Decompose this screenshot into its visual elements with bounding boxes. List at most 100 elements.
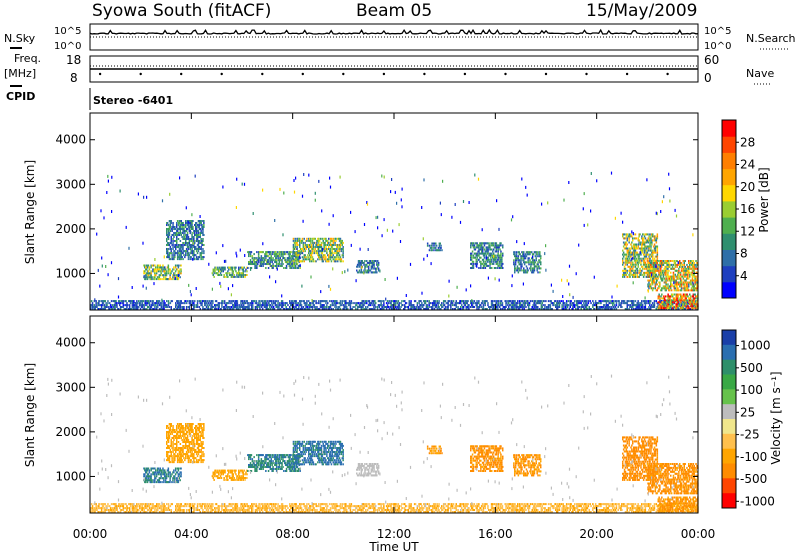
range-time-cell [181, 244, 183, 247]
range-time-cell [181, 306, 183, 309]
range-time-cell [194, 232, 196, 235]
range-time-cell [198, 246, 201, 249]
range-time-cell [508, 300, 510, 303]
range-time-cell [275, 259, 278, 262]
range-time-cell [153, 264, 155, 267]
range-time-cell [575, 304, 578, 307]
range-time-cell [668, 269, 670, 272]
range-time-cell [166, 250, 168, 253]
range-time-cell [332, 304, 334, 307]
range-time-cell [349, 306, 352, 309]
range-time-cell [649, 304, 651, 307]
range-time-cell [571, 302, 573, 305]
range-time-cell [493, 267, 496, 270]
range-time-cell [328, 246, 330, 249]
range-time-cell [655, 308, 657, 311]
range-time-cell [197, 246, 200, 249]
range-time-cell [221, 304, 223, 307]
range-time-cell [150, 274, 152, 277]
range-time-cell [177, 304, 180, 307]
range-time-cell [654, 277, 657, 280]
range-time-cell [447, 300, 449, 303]
range-time-cell [533, 265, 536, 268]
range-time-cell [635, 259, 638, 262]
range-time-cell [169, 248, 172, 251]
range-time-cell [189, 220, 191, 223]
range-time-cell [227, 302, 229, 305]
range-time-cell [141, 306, 144, 309]
range-time-cell [521, 304, 524, 307]
range-time-cell [320, 244, 323, 247]
range-time-cell [377, 300, 380, 303]
range-time-cell [677, 287, 679, 290]
range-time-cell [266, 251, 268, 254]
range-time-cell [470, 302, 473, 305]
range-time-cell [421, 304, 423, 307]
range-time-cell [163, 300, 165, 303]
range-time-cell [676, 277, 678, 280]
range-time-cell [477, 254, 479, 257]
range-time-cell [200, 248, 202, 251]
range-time-cell [193, 246, 195, 249]
range-time-cell [232, 272, 234, 275]
range-time-cell [531, 306, 533, 309]
range-time-cell [500, 250, 502, 253]
range-time-cell [679, 263, 681, 266]
range-time-cell [183, 306, 185, 309]
range-time-cell [383, 300, 385, 303]
range-time-cell [481, 262, 484, 265]
range-time-cell [300, 250, 303, 253]
range-time-cell [259, 300, 261, 303]
range-time-cell [167, 270, 170, 273]
freq-ytick-bottom: 8 [70, 71, 78, 85]
range-time-cell [622, 237, 625, 240]
range-time-cell [213, 272, 215, 275]
range-time-cell [515, 269, 518, 272]
range-time-cell [523, 269, 526, 272]
range-time-cell [217, 268, 219, 271]
range-time-cell [200, 246, 202, 249]
range-time-cell [648, 273, 650, 276]
range-time-cell [383, 304, 385, 307]
range-time-cell [510, 302, 513, 305]
range-time-cell [569, 300, 571, 303]
range-time-cell [651, 287, 653, 290]
range-time-cell [645, 253, 648, 256]
range-time-cell [520, 304, 523, 307]
range-time-cell [183, 238, 185, 241]
range-time-cell [235, 275, 237, 278]
range-time-cell [296, 252, 298, 255]
range-time-cell [176, 222, 178, 225]
range-time-cell [168, 244, 171, 247]
range-time-cell [190, 250, 192, 253]
range-time-cell [201, 232, 203, 235]
range-time-cell [544, 308, 546, 311]
range-time-cell [496, 254, 498, 257]
range-time-cell [235, 302, 238, 305]
range-time-cell [159, 264, 161, 267]
freq-trace [90, 65, 698, 76]
range-time-cell [148, 266, 151, 269]
range-time-cell [518, 300, 521, 303]
range-time-cell [611, 308, 613, 311]
range-time-cell [472, 254, 475, 257]
range-time-cell [694, 263, 696, 266]
range-time-cell [350, 302, 353, 305]
range-time-cell [182, 308, 184, 311]
range-time-cell [518, 304, 521, 307]
range-time-cell [461, 306, 464, 309]
range-time-cell [294, 300, 296, 303]
range-time-cell [428, 304, 430, 307]
range-time-cell [185, 240, 187, 243]
range-time-cell [335, 258, 337, 261]
range-time-cell [258, 257, 261, 260]
range-time-cell [191, 304, 193, 307]
range-time-cell [692, 263, 695, 266]
range-time-cell [447, 304, 449, 307]
range-time-cell [264, 304, 267, 307]
range-time-cell [359, 263, 362, 266]
range-time-cell [292, 255, 294, 258]
range-time-cell [198, 236, 201, 239]
range-time-cell [634, 263, 637, 266]
range-time-cell [271, 300, 273, 303]
